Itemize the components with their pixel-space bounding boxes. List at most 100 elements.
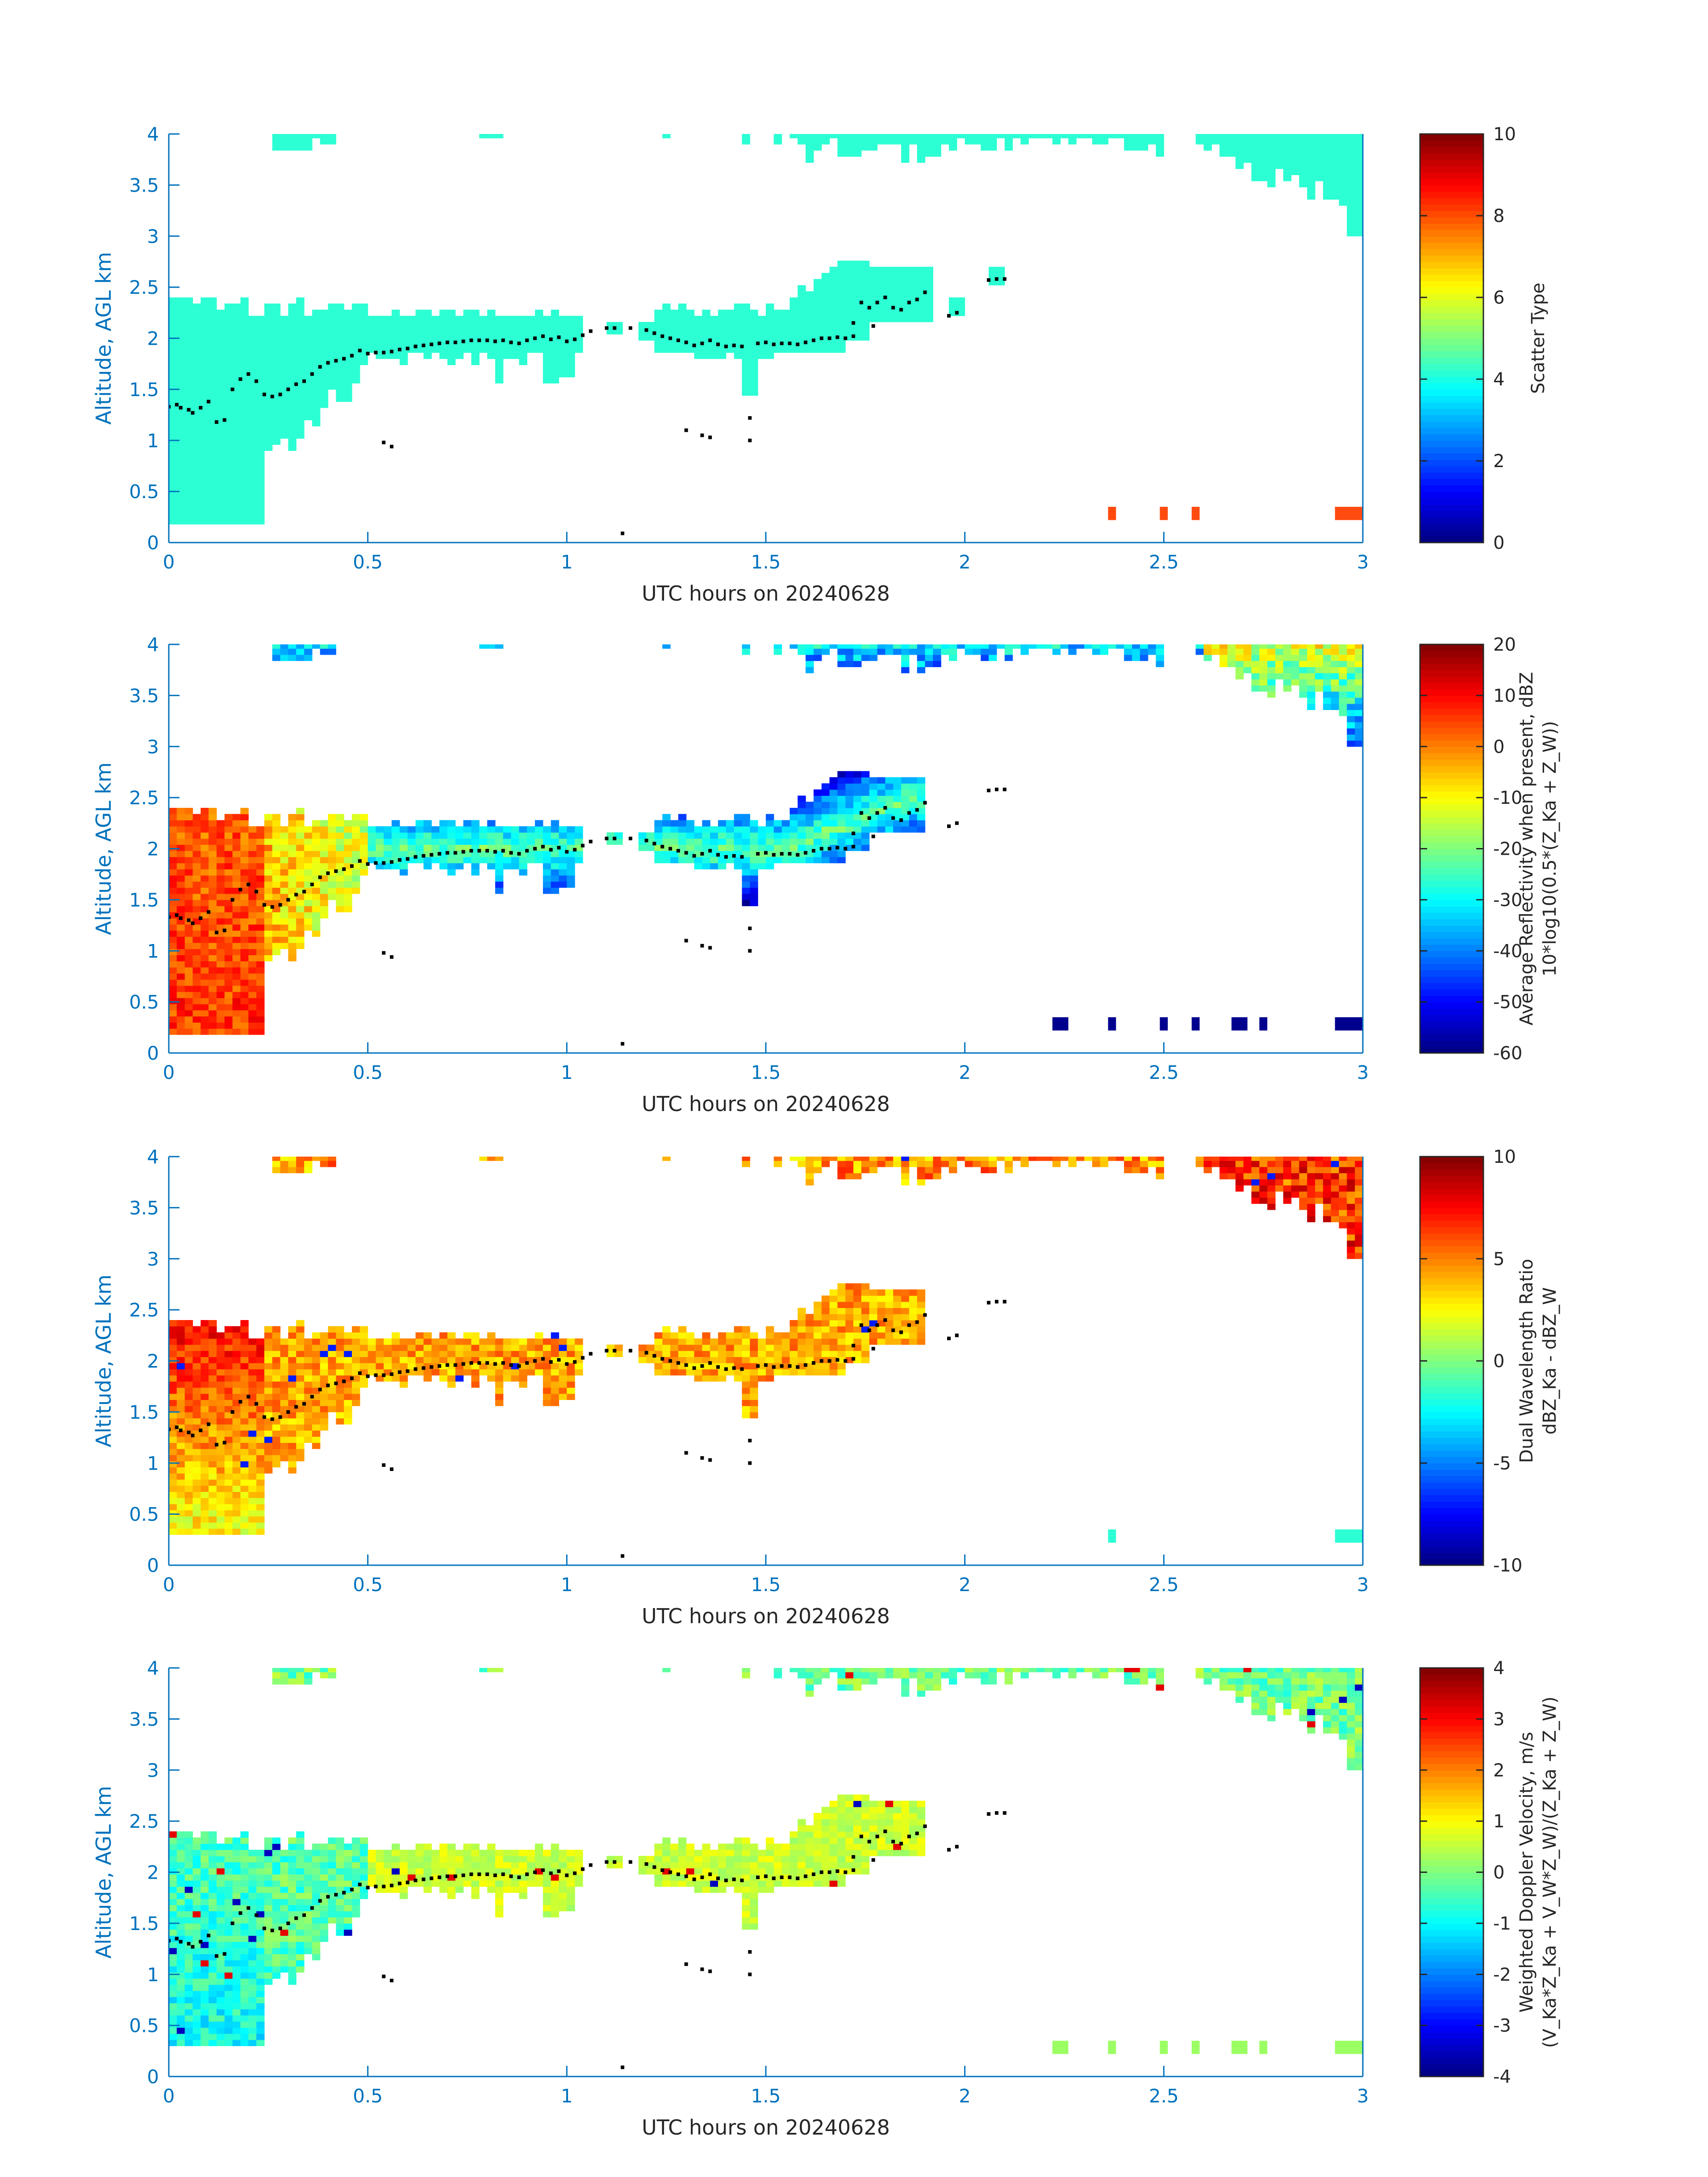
- heatmap-cell: [296, 820, 305, 827]
- heatmap-cell: [184, 493, 193, 500]
- heatmap-cell: [352, 316, 360, 322]
- heatmap-cell: [917, 783, 926, 790]
- heatmap-cell: [439, 316, 448, 322]
- heatmap-cell: [192, 420, 201, 426]
- heatmap-cell: [861, 789, 870, 796]
- heatmap-cell: [1227, 660, 1236, 667]
- heatmap-cell: [543, 316, 551, 322]
- heatmap-cell: [686, 334, 695, 341]
- heatmap-cell: [312, 906, 321, 912]
- heatmap-cell: [806, 1338, 814, 1345]
- heatmap-cell: [1092, 644, 1101, 649]
- heatmap-cell: [1251, 175, 1260, 181]
- cloud-base-dot: [700, 852, 704, 856]
- heatmap-cell: [487, 1344, 496, 1351]
- heatmap-cell: [272, 138, 281, 145]
- heatmap-cell: [176, 346, 185, 353]
- heatmap-cell: [1291, 1157, 1299, 1161]
- heatmap-cell: [200, 887, 209, 894]
- heatmap-cell: [511, 857, 519, 864]
- heatmap-cell: [256, 1516, 265, 1523]
- colorbar-segment: [1420, 823, 1483, 830]
- heatmap-cell: [789, 844, 798, 851]
- heatmap-cell: [447, 359, 456, 365]
- heatmap-cell: [304, 899, 313, 907]
- heatmap-cell: [423, 352, 432, 359]
- colorbar-segment: [1420, 944, 1483, 952]
- heatmap-cell: [336, 389, 344, 396]
- heatmap-cell: [232, 924, 241, 931]
- heatmap-cell: [344, 1387, 352, 1394]
- heatmap-cell: [829, 1301, 838, 1308]
- heatmap-cell: [981, 654, 989, 661]
- heatmap-cell: [949, 654, 957, 661]
- heatmap-cell: [217, 506, 225, 512]
- heatmap-cell: [1156, 648, 1164, 655]
- heatmap-cell: [742, 138, 750, 145]
- heatmap-cell: [1132, 138, 1140, 145]
- heatmap-cell: [200, 1418, 209, 1425]
- heatmap-cell: [192, 1375, 201, 1382]
- heatmap-cell: [495, 328, 504, 334]
- heatmap-cell: [256, 359, 265, 365]
- heatmap-cell: [646, 832, 655, 839]
- heatmap-cell: [829, 777, 838, 784]
- heatmap-cell: [376, 1344, 384, 1351]
- heatmap-cell: [798, 795, 806, 802]
- heatmap-cell: [949, 1157, 957, 1161]
- heatmap-cell: [280, 322, 288, 329]
- heatmap-cell: [503, 832, 512, 839]
- heatmap-cell: [328, 346, 336, 353]
- heatmap-cell: [296, 832, 305, 839]
- heatmap-cell: [670, 820, 679, 827]
- heatmap-cell: [169, 1504, 177, 1511]
- heatmap-cell: [280, 863, 288, 869]
- heatmap-cell: [304, 863, 313, 869]
- heatmap-cell: [296, 1332, 305, 1339]
- heatmap-cell: [240, 309, 249, 316]
- heatmap-cell: [232, 832, 241, 839]
- heatmap-cell: [686, 826, 695, 833]
- heatmap-cell: [1267, 685, 1276, 692]
- heatmap-cell: [415, 844, 424, 851]
- surface-return: [1052, 1017, 1069, 1031]
- heatmap-cell: [296, 814, 305, 820]
- heatmap-cell: [184, 340, 193, 347]
- heatmap-cell: [1243, 1161, 1252, 1167]
- heatmap-cell: [192, 309, 201, 316]
- heatmap-cell: [1331, 685, 1340, 692]
- heatmap-cell: [407, 334, 416, 341]
- heatmap-cell: [312, 395, 321, 402]
- heatmap-cell: [829, 291, 838, 298]
- heatmap-cell: [184, 1400, 193, 1406]
- heatmap-cell: [559, 328, 567, 334]
- heatmap-cell: [232, 820, 241, 827]
- heatmap-cell: [304, 383, 313, 390]
- colorbar-segment: [1420, 230, 1483, 237]
- heatmap-cell: [232, 1016, 241, 1023]
- heatmap-cell: [336, 1369, 344, 1376]
- heatmap-cell: [678, 826, 687, 833]
- heatmap-cell: [1267, 1191, 1276, 1198]
- heatmap-cell: [169, 808, 177, 815]
- heatmap-cell: [551, 832, 560, 839]
- heatmap-cell: [853, 150, 862, 157]
- heatmap-cell: [328, 1363, 336, 1370]
- heatmap-cell: [240, 438, 249, 445]
- heatmap-cell: [463, 328, 472, 334]
- heatmap-cell: [718, 1338, 727, 1345]
- cloud-base-dot: [947, 314, 951, 318]
- colorbar-segment: [1420, 1015, 1483, 1022]
- heatmap-cell: [296, 1363, 305, 1370]
- heatmap-cell: [1299, 1185, 1307, 1192]
- heatmap-cell: [845, 795, 854, 802]
- heatmap-cell: [248, 1492, 257, 1498]
- heatmap-cell: [232, 857, 241, 864]
- heatmap-cell: [248, 967, 257, 974]
- heatmap-cell: [821, 1338, 830, 1345]
- heatmap-cell: [861, 1283, 870, 1290]
- heatmap-cell: [176, 967, 185, 974]
- heatmap-cell: [359, 857, 368, 864]
- heatmap-cell: [176, 420, 185, 426]
- heatmap-cell: [821, 1363, 830, 1370]
